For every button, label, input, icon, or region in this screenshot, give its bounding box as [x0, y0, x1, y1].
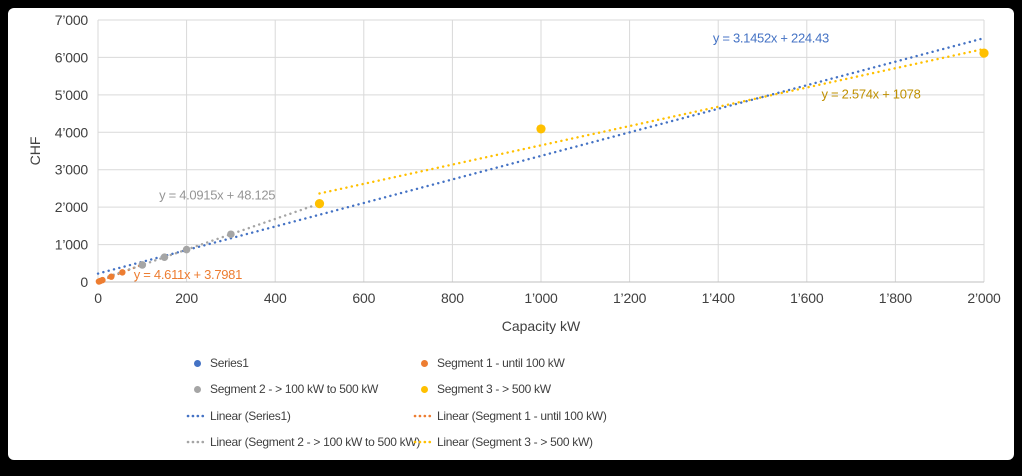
x-tick-label: 1’200 — [613, 290, 647, 306]
trendline-equation-series1[interactable]: y = 3.1452x + 224.43 — [713, 30, 830, 45]
legend-dotted-line — [413, 413, 435, 419]
y-tick-label: 1’000 — [55, 237, 89, 253]
x-tick-label: 2’000 — [967, 290, 1001, 306]
data-point-segment2[interactable] — [182, 245, 191, 254]
legend-label: Linear (Segment 1 - until 100 kW) — [437, 408, 607, 423]
data-point-segment3[interactable] — [979, 48, 989, 58]
legend-entry-linear-segment1[interactable]: Linear (Segment 1 - until 100 kW) — [413, 407, 607, 425]
legend-marker-dot — [413, 359, 435, 367]
data-point-segment2[interactable] — [138, 261, 147, 269]
trendline-series1[interactable] — [96, 36, 986, 275]
trendline-segment3[interactable] — [318, 47, 986, 195]
legend-entry-segment1[interactable]: Segment 1 - until 100 kW — [413, 354, 565, 372]
x-tick-label: 200 — [175, 290, 198, 306]
data-point-segment3[interactable] — [536, 124, 546, 134]
legend-dotted-line — [186, 439, 208, 445]
data-point-segment2[interactable] — [227, 230, 235, 239]
x-tick-label: 800 — [441, 290, 464, 306]
trendline-equation-segment2[interactable]: y = 4.0915x + 48.125 — [159, 188, 276, 203]
data-point-segment3[interactable] — [314, 199, 325, 209]
legend-entry-linear-segment3[interactable]: Linear (Segment 3 - > 500 kW) — [413, 433, 593, 451]
legend-entry-linear-series1[interactable]: Linear (Series1) — [186, 407, 291, 425]
x-axis-title: Capacity kW — [502, 318, 581, 334]
legend-dotted-line — [413, 439, 435, 445]
legend-dotted-line — [186, 413, 208, 419]
x-tick-label: 1’600 — [790, 290, 824, 306]
trendline-segment2[interactable] — [96, 202, 321, 282]
trendline-equation-segment1[interactable]: y = 4.611x + 3.7981 — [134, 267, 243, 282]
chart-panel — [8, 8, 1014, 460]
legend-marker-dot — [186, 359, 208, 367]
legend-label: Segment 1 - until 100 kW — [437, 356, 565, 370]
legend-label: Series1 — [210, 356, 249, 370]
legend-label: Segment 3 - > 500 kW — [437, 382, 551, 397]
y-axis-title: CHF — [27, 137, 43, 166]
data-point-segment1[interactable] — [119, 269, 126, 276]
legend-entry-segment2[interactable]: Segment 2 - > 100 kW to 500 kW — [186, 380, 378, 398]
y-tick-label: 5’000 — [55, 87, 89, 103]
data-point-segment1[interactable] — [99, 276, 106, 284]
legend-label: Segment 2 - > 100 kW to 500 kW — [210, 382, 379, 397]
y-tick-label: 7’000 — [55, 12, 89, 28]
x-tick-label: 1’400 — [702, 290, 736, 306]
y-tick-label: 0 — [80, 274, 88, 290]
y-tick-label: 3’000 — [55, 162, 89, 178]
legend-marker-dot — [413, 385, 435, 393]
trendline-equation-segment3[interactable]: y = 2.574x + 1078 — [822, 87, 921, 102]
legend-entry-linear-segment2[interactable]: Linear (Segment 2 - > 100 kW to 500 kW) — [186, 433, 420, 451]
data-point-segment2[interactable] — [160, 253, 169, 262]
y-tick-label: 6’000 — [55, 49, 89, 65]
y-tick-label: 4’000 — [55, 124, 89, 140]
x-tick-label: 600 — [352, 290, 375, 306]
legend-entry-segment3[interactable]: Segment 3 - > 500 kW — [413, 380, 551, 398]
legend-label: Linear (Series1) — [210, 408, 291, 423]
data-point-segment1[interactable] — [108, 273, 115, 280]
legend-entry-series1[interactable]: Series1 — [186, 354, 249, 372]
x-tick-label: 400 — [264, 290, 287, 306]
y-tick-label: 2’000 — [55, 199, 89, 215]
legend-marker-dot — [186, 385, 208, 393]
x-tick-label: 1’800 — [879, 290, 913, 306]
legend-label: Linear (Segment 3 - > 500 kW) — [437, 434, 593, 449]
x-tick-label: 0 — [94, 290, 102, 306]
legend-label: Linear (Segment 2 - > 100 kW to 500 kW) — [210, 434, 421, 449]
x-tick-label: 1’000 — [524, 290, 558, 306]
